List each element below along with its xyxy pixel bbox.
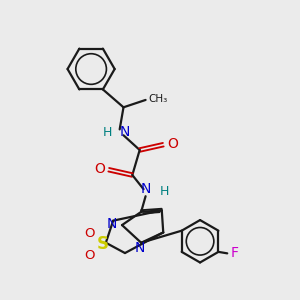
Text: H: H [103,126,112,139]
Text: H: H [159,185,169,198]
Text: O: O [84,227,95,240]
Text: N: N [106,217,117,231]
Text: S: S [97,235,109,253]
Text: F: F [230,246,238,260]
Text: N: N [120,125,130,139]
Text: O: O [84,249,95,262]
Text: O: O [94,162,105,176]
Text: O: O [167,137,178,151]
Text: N: N [134,241,145,255]
Text: CH₃: CH₃ [148,94,167,104]
Text: N: N [140,182,151,196]
